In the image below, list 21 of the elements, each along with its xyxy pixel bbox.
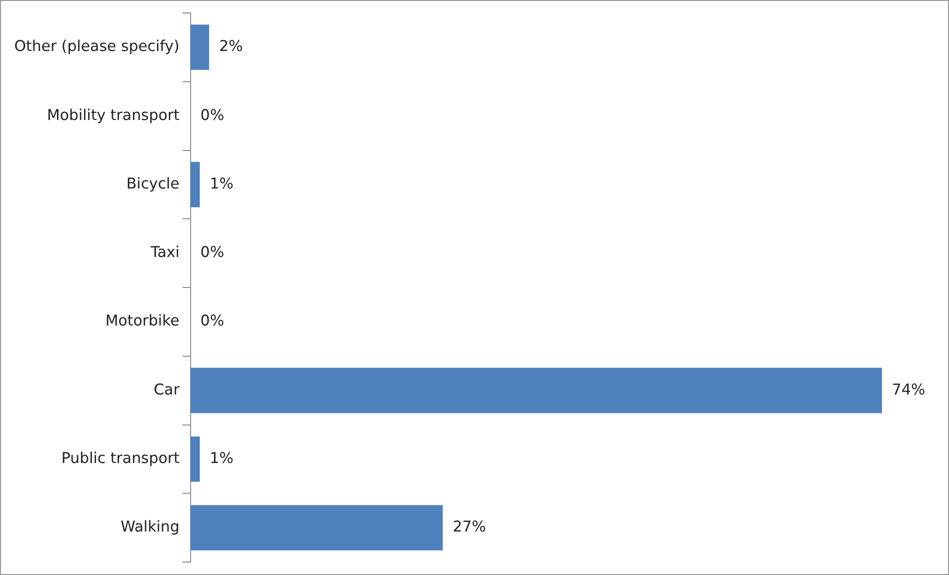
y-tick-label: Walking (120, 518, 180, 536)
data-label: 27% (452, 518, 486, 536)
y-tick-label: Mobility transport (46, 106, 180, 124)
data-label: 1% (210, 174, 234, 192)
data-label: 0% (200, 106, 224, 124)
data-label: 0% (200, 243, 224, 262)
bar (190, 368, 882, 414)
bar (190, 436, 200, 482)
y-tick-label: Car (154, 380, 180, 398)
y-tick-label: Public transport (61, 448, 180, 467)
bar (190, 162, 200, 208)
y-tick-label: Taxi (150, 243, 180, 262)
data-label: 0% (200, 312, 224, 330)
bar (190, 505, 443, 550)
y-tick-label: Other (please specify) (14, 37, 180, 56)
data-label: 2% (219, 37, 243, 56)
y-tick-label: Motorbike (105, 312, 180, 330)
y-tick-label: Bicycle (126, 174, 180, 192)
data-label: 1% (210, 448, 234, 467)
bar (190, 24, 210, 70)
data-label: 74% (892, 380, 926, 398)
